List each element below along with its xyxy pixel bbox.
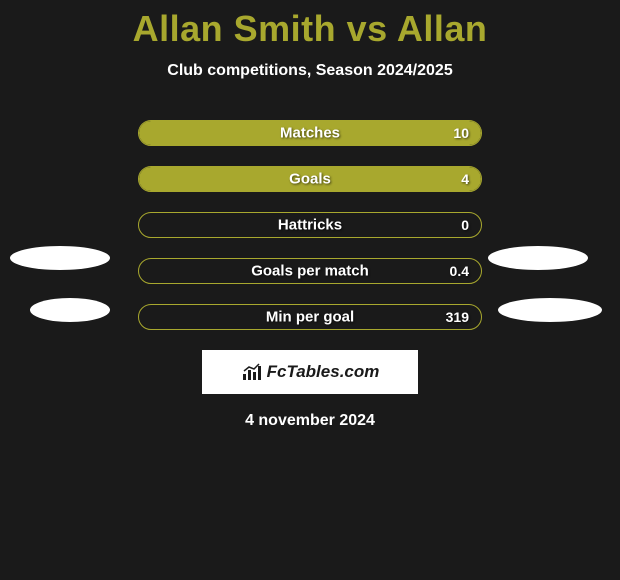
stat-row: Goals per match 0.4 [138,258,482,284]
stat-value: 0.4 [450,263,469,279]
date-text: 4 november 2024 [0,412,620,430]
stat-row: Hattricks 0 [138,212,482,238]
stat-label: Goals per match [251,263,369,280]
subtitle: Club competitions, Season 2024/2025 [0,62,620,80]
stat-label: Goals [289,171,331,188]
decorative-ellipse [488,246,588,270]
stat-row: Goals 4 [138,166,482,192]
chart-icon [241,362,263,382]
stat-label: Matches [280,125,340,142]
page-title: Allan Smith vs Allan [0,8,620,50]
stats-area: Matches 10 Goals 4 Hattricks 0 Goals per match… [0,120,620,430]
decorative-ellipse [30,298,110,322]
stat-value: 319 [446,309,469,325]
stat-label: Hattricks [278,217,342,234]
brand-text: FcTables.com [267,362,380,382]
main-container: Allan Smith vs Allan Club competitions, … [0,0,620,430]
stat-value: 4 [461,171,469,187]
stat-row: Min per goal 319 [138,304,482,330]
stat-value: 10 [453,125,469,141]
decorative-ellipse [498,298,602,322]
stat-row: Matches 10 [138,120,482,146]
decorative-ellipse [10,246,110,270]
stat-value: 0 [461,217,469,233]
brand-box[interactable]: FcTables.com [202,350,418,394]
stat-label: Min per goal [266,309,354,326]
